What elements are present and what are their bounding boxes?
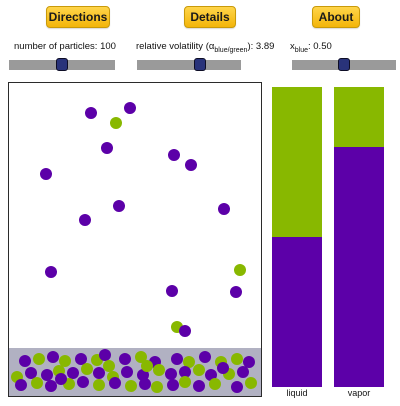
vapor-particle-blue	[40, 168, 52, 180]
liquid-particle-blue	[165, 368, 177, 380]
particles-slider-thumb[interactable]	[56, 58, 68, 71]
liquid-particle-green	[245, 377, 257, 389]
liquid-particle-green	[31, 377, 43, 389]
liquid-particle-blue	[121, 366, 133, 378]
liquid-particle-green	[33, 353, 45, 365]
liquid-particle-green	[81, 363, 93, 375]
liquid-particle-blue	[41, 369, 53, 381]
liquid-particle-blue	[167, 379, 179, 391]
liquid-particle-green	[209, 378, 221, 390]
liquid-particle-blue	[137, 369, 149, 381]
xblue-label: xblue: 0.50	[290, 41, 332, 54]
vapor-particle-green	[234, 264, 246, 276]
liquid-particle-blue	[47, 351, 59, 363]
liquid-particle-green	[135, 351, 147, 363]
liquid-particle-blue	[205, 369, 217, 381]
liquid-particle-blue	[75, 353, 87, 365]
about-button[interactable]: About	[312, 6, 360, 28]
liquid-particle-blue	[15, 379, 27, 391]
liquid-particle-green	[59, 355, 71, 367]
volatility-slider-thumb[interactable]	[194, 58, 207, 71]
vapor-particle-blue	[218, 203, 230, 215]
liquid-particle-green	[193, 364, 205, 376]
vapor-particle-blue	[113, 200, 125, 212]
xblue-value: 0.50	[313, 41, 332, 52]
liquid-particle-green	[179, 376, 191, 388]
liquid-particle-blue	[199, 351, 211, 363]
vapor-particle-blue	[185, 159, 197, 171]
liquid-particle-green	[93, 379, 105, 391]
vapor-label: vapor	[347, 388, 371, 398]
liquid-particle-blue	[171, 353, 183, 365]
liquid-particle-blue	[243, 356, 255, 368]
vapor-particle-blue	[101, 142, 113, 154]
liquid-particle-green	[151, 381, 163, 393]
particles-slider[interactable]	[9, 58, 115, 71]
volatility-slider[interactable]	[137, 58, 241, 71]
liquid-particle-blue	[237, 366, 249, 378]
liquid-particle-blue	[25, 367, 37, 379]
xblue-slider-thumb[interactable]	[338, 58, 350, 71]
vapor-particle-blue	[166, 285, 178, 297]
vapor-particle-blue	[124, 102, 136, 114]
liquid-particle-blue	[193, 380, 205, 392]
volatility-label: relative volatility (αblue/green): 3.89	[136, 41, 275, 54]
vessel	[8, 82, 262, 397]
vapor-blue-segment	[334, 147, 384, 387]
vapor-particle-blue	[168, 149, 180, 161]
liquid-particle-blue	[77, 376, 89, 388]
volatility-value: 3.89	[255, 41, 275, 52]
directions-button[interactable]: Directions	[46, 6, 110, 28]
liquid-label: liquid	[286, 388, 308, 398]
liquid-composition-bar	[272, 87, 322, 387]
liquid-green-segment	[272, 87, 322, 237]
liquid-particle-blue	[99, 349, 111, 361]
liquid-blue-segment	[272, 237, 322, 387]
liquid-particle-green	[153, 364, 165, 376]
liquid-particle-blue	[55, 373, 67, 385]
vapor-green-segment	[334, 87, 384, 147]
liquid-particle-blue	[179, 366, 191, 378]
liquid-particle-blue	[67, 367, 79, 379]
vessel-particles	[9, 102, 261, 396]
liquid-particle-blue	[93, 367, 105, 379]
xblue-slider[interactable]	[292, 58, 396, 71]
liquid-particle-green	[231, 353, 243, 365]
particles-label: number of particles: 100	[14, 41, 116, 52]
particles-value: 100	[100, 41, 116, 52]
liquid-particle-blue	[119, 353, 131, 365]
liquid-particle-green	[125, 380, 137, 392]
vapor-particle-blue	[45, 266, 57, 278]
liquid-particle-blue	[109, 377, 121, 389]
vapor-particle-blue	[85, 107, 97, 119]
liquid-particle-blue	[19, 355, 31, 367]
vapor-particle-blue	[179, 325, 191, 337]
liquid-particle-green	[183, 356, 195, 368]
vapor-particle-blue	[230, 286, 242, 298]
liquid-particle-blue	[217, 362, 229, 374]
vapor-composition-bar	[334, 87, 384, 387]
liquid-particle-blue	[45, 380, 57, 392]
liquid-particle-green	[103, 360, 115, 372]
liquid-particle-green	[141, 360, 153, 372]
vapor-particle-blue	[79, 214, 91, 226]
vapor-particle-green	[110, 117, 122, 129]
details-button[interactable]: Details	[184, 6, 236, 28]
liquid-particle-blue	[139, 378, 151, 390]
liquid-particle-blue	[231, 381, 243, 393]
